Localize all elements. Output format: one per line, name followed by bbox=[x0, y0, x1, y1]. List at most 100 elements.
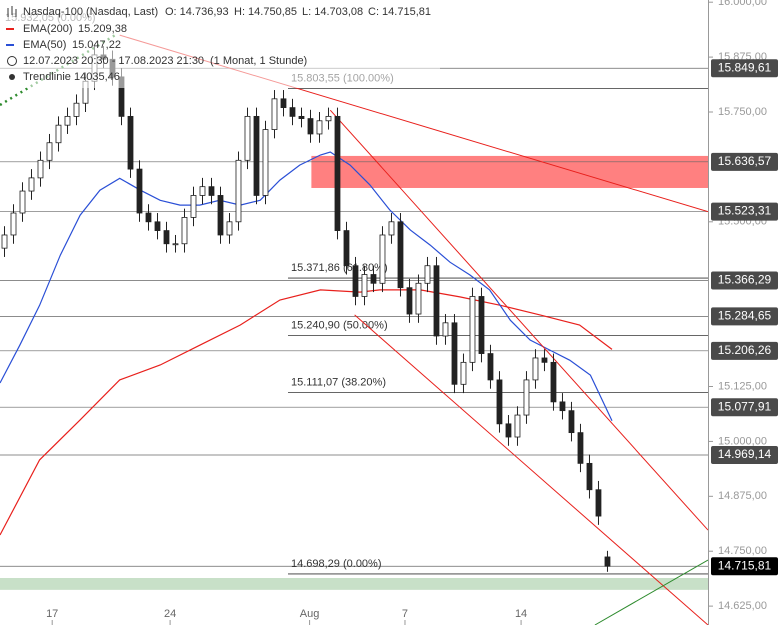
candle-body bbox=[307, 118, 314, 135]
trendline bbox=[594, 559, 708, 625]
price-box-label: 14.969,14 bbox=[718, 447, 772, 461]
legend-value: 15.209,38 bbox=[78, 23, 127, 35]
candle-body bbox=[19, 190, 26, 214]
candle-body bbox=[190, 195, 197, 218]
candle-body bbox=[1, 234, 8, 249]
candle-body bbox=[433, 265, 440, 337]
interval: (1 Monat, 1 Stunde) bbox=[210, 55, 307, 67]
price-box-label: 15.849,61 bbox=[718, 60, 772, 74]
candle-body bbox=[10, 212, 17, 236]
candle-body bbox=[127, 115, 134, 170]
y-tick-label: 16.000,00 bbox=[718, 0, 767, 8]
candle-body bbox=[415, 282, 422, 315]
candle-body bbox=[397, 221, 404, 289]
support-band bbox=[0, 578, 708, 590]
candle-body bbox=[460, 361, 467, 385]
y-axis: 16.000,0015.875,0015.750,0015.500,0015.1… bbox=[46, 0, 778, 625]
candle-body bbox=[442, 322, 449, 337]
ohlc-open: O: 14.736,93 bbox=[165, 6, 229, 18]
ohlc-close: C: 14.715,81 bbox=[368, 6, 431, 18]
candle-body bbox=[406, 287, 413, 315]
trendline bbox=[354, 314, 708, 625]
candle-body bbox=[496, 379, 503, 425]
candle-body bbox=[280, 98, 287, 109]
y-tick-label: 14.875,00 bbox=[718, 490, 767, 502]
fib-label: 15.111,07 (38.20%) bbox=[291, 377, 386, 389]
header: 15.932,05 (0.00%) Nasdaq-100 (Nasdaq, La… bbox=[0, 0, 440, 88]
price-box bbox=[711, 398, 778, 417]
candle-body bbox=[514, 414, 521, 438]
price-box bbox=[711, 152, 778, 171]
clock-icon bbox=[7, 56, 17, 66]
price-box bbox=[711, 341, 778, 360]
price-box-label: 14.715,81 bbox=[718, 558, 772, 572]
candle-body bbox=[541, 357, 548, 363]
candle-body bbox=[604, 556, 611, 567]
ema-line bbox=[0, 151, 613, 421]
candle-body bbox=[226, 221, 233, 236]
legend-name: EMA(50) bbox=[23, 39, 66, 51]
candle-body bbox=[559, 401, 566, 412]
candle-body bbox=[154, 221, 161, 231]
price-box-label: 15.636,57 bbox=[718, 154, 772, 168]
candle-body bbox=[46, 142, 53, 161]
candle-body bbox=[28, 177, 35, 192]
candle-body bbox=[253, 115, 260, 196]
candle-body bbox=[217, 195, 224, 236]
candle-body bbox=[289, 107, 296, 117]
y-tick-label: 15.000,00 bbox=[718, 435, 767, 447]
x-tick-label: 17 bbox=[46, 608, 58, 620]
period: 12.07.2023 20:30 - 17.08.2023 21:30 bbox=[23, 55, 204, 67]
price-box bbox=[711, 271, 778, 290]
candle-body bbox=[577, 432, 584, 464]
candle-body bbox=[199, 186, 206, 196]
price-box-label: 15.206,26 bbox=[718, 343, 772, 357]
x-tick-label: 14 bbox=[515, 608, 527, 620]
resistance-zone bbox=[311, 155, 708, 188]
candle-body bbox=[568, 410, 575, 434]
candle-body bbox=[181, 217, 188, 245]
candle-body bbox=[352, 265, 359, 297]
ohlc-low: L: 14.703,08 bbox=[302, 6, 363, 18]
x-tick-label: 7 bbox=[402, 608, 408, 620]
candle-body bbox=[595, 489, 602, 517]
chart-title: Nasdaq-100 (Nasdaq, Last) bbox=[23, 6, 158, 18]
price-box-label: 15.366,29 bbox=[718, 273, 772, 287]
candle-body bbox=[163, 230, 170, 245]
trendline-value: 14035,46 bbox=[74, 71, 120, 83]
price-box-label: 15.523,31 bbox=[718, 204, 772, 218]
price-box-label: 15.077,91 bbox=[718, 399, 772, 413]
header-bg bbox=[0, 0, 440, 88]
candle-body bbox=[361, 274, 368, 297]
legend-value: 15.047,22 bbox=[72, 39, 121, 51]
candle-body bbox=[235, 159, 242, 223]
y-tick-label: 14.750,00 bbox=[718, 545, 767, 557]
candle-body bbox=[586, 462, 593, 491]
legend-name: EMA(200) bbox=[23, 23, 73, 35]
price-box bbox=[711, 59, 778, 78]
price-box bbox=[711, 307, 778, 326]
ohlc-high: H: 14.750,85 bbox=[234, 6, 297, 18]
y-tick-label: 15.750,00 bbox=[718, 106, 767, 118]
fib-label: 15.371,86 (61.80%) bbox=[291, 262, 388, 274]
candle-body bbox=[136, 168, 143, 214]
ema-line bbox=[0, 289, 613, 536]
candle-body bbox=[325, 115, 332, 122]
candle-body bbox=[244, 115, 251, 161]
trendline-name: Trendlinie bbox=[23, 71, 71, 83]
candle-body bbox=[64, 115, 71, 126]
candle-body bbox=[298, 115, 305, 119]
candle-body bbox=[145, 212, 152, 223]
trendline-icon bbox=[9, 74, 15, 80]
candle-body bbox=[424, 265, 431, 284]
x-tick-label: Aug bbox=[300, 608, 320, 620]
candle-body bbox=[370, 274, 377, 284]
candle-body bbox=[37, 159, 44, 179]
price-box bbox=[711, 445, 778, 464]
candle-body bbox=[451, 322, 458, 385]
plot-area: 15.803,55 (100.00%)15.371,86 (61.80%)15.… bbox=[0, 34, 708, 625]
candle-body bbox=[172, 243, 179, 246]
candle-body bbox=[379, 234, 386, 284]
